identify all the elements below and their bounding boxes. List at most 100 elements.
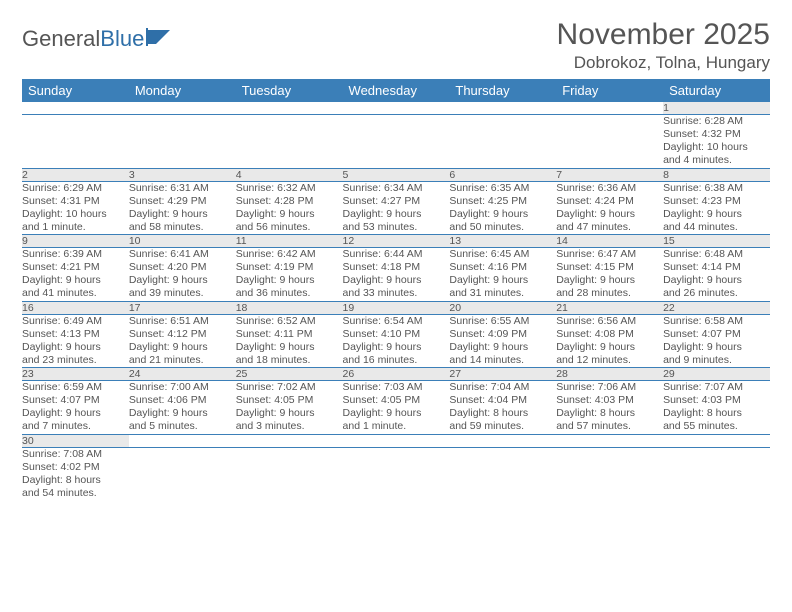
sunset-text: Sunset: 4:03 PM <box>663 394 770 407</box>
daylight-text-1: Daylight: 9 hours <box>129 208 236 221</box>
weekday-header: Monday <box>129 79 236 102</box>
daylight-text-2: and 9 minutes. <box>663 354 770 367</box>
day-number: 28 <box>556 368 663 381</box>
day-number <box>129 434 236 447</box>
sunrise-text: Sunrise: 6:32 AM <box>236 182 343 195</box>
sunrise-text: Sunrise: 7:04 AM <box>449 381 556 394</box>
day-number <box>343 434 450 447</box>
daylight-text-1: Daylight: 8 hours <box>22 474 129 487</box>
logo-text-general: General <box>22 26 100 52</box>
sunrise-text: Sunrise: 6:28 AM <box>663 115 770 128</box>
day-details: Sunrise: 6:56 AMSunset: 4:08 PMDaylight:… <box>556 314 663 368</box>
day-details <box>22 115 129 169</box>
daylight-text-1: Daylight: 8 hours <box>556 407 663 420</box>
day-details: Sunrise: 6:44 AMSunset: 4:18 PMDaylight:… <box>343 248 450 302</box>
sunrise-text: Sunrise: 6:48 AM <box>663 248 770 261</box>
day-number: 27 <box>449 368 556 381</box>
weekday-header: Friday <box>556 79 663 102</box>
sunset-text: Sunset: 4:13 PM <box>22 328 129 341</box>
logo-text-blue: Blue <box>100 26 144 52</box>
sunrise-text: Sunrise: 6:31 AM <box>129 182 236 195</box>
day-number: 11 <box>236 235 343 248</box>
day-number <box>449 434 556 447</box>
daylight-text-1: Daylight: 9 hours <box>663 274 770 287</box>
day-number: 29 <box>663 368 770 381</box>
daylight-text-1: Daylight: 9 hours <box>129 407 236 420</box>
day-number: 6 <box>449 168 556 181</box>
day-details <box>236 447 343 500</box>
day-details: Sunrise: 7:07 AMSunset: 4:03 PMDaylight:… <box>663 381 770 435</box>
sunset-text: Sunset: 4:06 PM <box>129 394 236 407</box>
daylight-text-2: and 33 minutes. <box>343 287 450 300</box>
sunset-text: Sunset: 4:03 PM <box>556 394 663 407</box>
day-detail-row: Sunrise: 6:49 AMSunset: 4:13 PMDaylight:… <box>22 314 770 368</box>
day-details: Sunrise: 7:03 AMSunset: 4:05 PMDaylight:… <box>343 381 450 435</box>
header: GeneralBlue November 2025 Dobrokoz, Toln… <box>22 18 770 73</box>
day-detail-row: Sunrise: 6:28 AMSunset: 4:32 PMDaylight:… <box>22 115 770 169</box>
daylight-text-1: Daylight: 8 hours <box>663 407 770 420</box>
day-number: 5 <box>343 168 450 181</box>
sunset-text: Sunset: 4:23 PM <box>663 195 770 208</box>
daylight-text-1: Daylight: 9 hours <box>22 407 129 420</box>
sunrise-text: Sunrise: 7:07 AM <box>663 381 770 394</box>
daylight-text-1: Daylight: 9 hours <box>663 341 770 354</box>
daylight-text-1: Daylight: 9 hours <box>129 274 236 287</box>
sunset-text: Sunset: 4:02 PM <box>22 461 129 474</box>
sunset-text: Sunset: 4:08 PM <box>556 328 663 341</box>
sunrise-text: Sunrise: 6:44 AM <box>343 248 450 261</box>
day-number: 4 <box>236 168 343 181</box>
sunrise-text: Sunrise: 6:56 AM <box>556 315 663 328</box>
day-details: Sunrise: 6:45 AMSunset: 4:16 PMDaylight:… <box>449 248 556 302</box>
weekday-header: Thursday <box>449 79 556 102</box>
daylight-text-2: and 41 minutes. <box>22 287 129 300</box>
daylight-text-2: and 50 minutes. <box>449 221 556 234</box>
day-number-row: 9101112131415 <box>22 235 770 248</box>
weekday-row: SundayMondayTuesdayWednesdayThursdayFrid… <box>22 79 770 102</box>
day-details <box>449 115 556 169</box>
sunset-text: Sunset: 4:31 PM <box>22 195 129 208</box>
sunrise-text: Sunrise: 6:35 AM <box>449 182 556 195</box>
day-details: Sunrise: 7:06 AMSunset: 4:03 PMDaylight:… <box>556 381 663 435</box>
daylight-text-2: and 47 minutes. <box>556 221 663 234</box>
weekday-header: Wednesday <box>343 79 450 102</box>
sunrise-text: Sunrise: 6:51 AM <box>129 315 236 328</box>
day-details <box>343 447 450 500</box>
day-number: 18 <box>236 301 343 314</box>
sunset-text: Sunset: 4:20 PM <box>129 261 236 274</box>
daylight-text-1: Daylight: 9 hours <box>343 407 450 420</box>
day-number: 15 <box>663 235 770 248</box>
sunrise-text: Sunrise: 6:58 AM <box>663 315 770 328</box>
daylight-text-1: Daylight: 9 hours <box>236 274 343 287</box>
sunset-text: Sunset: 4:14 PM <box>663 261 770 274</box>
day-number: 9 <box>22 235 129 248</box>
daylight-text-2: and 18 minutes. <box>236 354 343 367</box>
day-number <box>129 102 236 115</box>
day-detail-row: Sunrise: 6:29 AMSunset: 4:31 PMDaylight:… <box>22 181 770 235</box>
day-details: Sunrise: 6:54 AMSunset: 4:10 PMDaylight:… <box>343 314 450 368</box>
calendar-body: 1Sunrise: 6:28 AMSunset: 4:32 PMDaylight… <box>22 102 770 500</box>
daylight-text-2: and 16 minutes. <box>343 354 450 367</box>
daylight-text-2: and 5 minutes. <box>129 420 236 433</box>
day-details: Sunrise: 6:39 AMSunset: 4:21 PMDaylight:… <box>22 248 129 302</box>
day-details: Sunrise: 6:51 AMSunset: 4:12 PMDaylight:… <box>129 314 236 368</box>
daylight-text-2: and 56 minutes. <box>236 221 343 234</box>
day-number-row: 23242526272829 <box>22 368 770 381</box>
sunset-text: Sunset: 4:07 PM <box>22 394 129 407</box>
daylight-text-1: Daylight: 10 hours <box>663 141 770 154</box>
sunrise-text: Sunrise: 6:55 AM <box>449 315 556 328</box>
day-number: 19 <box>343 301 450 314</box>
daylight-text-2: and 23 minutes. <box>22 354 129 367</box>
day-number <box>343 102 450 115</box>
day-number: 14 <box>556 235 663 248</box>
sunrise-text: Sunrise: 6:45 AM <box>449 248 556 261</box>
day-number <box>556 434 663 447</box>
day-details <box>663 447 770 500</box>
day-details <box>343 115 450 169</box>
day-details: Sunrise: 7:00 AMSunset: 4:06 PMDaylight:… <box>129 381 236 435</box>
sunset-text: Sunset: 4:10 PM <box>343 328 450 341</box>
day-number <box>449 102 556 115</box>
sunset-text: Sunset: 4:15 PM <box>556 261 663 274</box>
daylight-text-2: and 26 minutes. <box>663 287 770 300</box>
daylight-text-2: and 4 minutes. <box>663 154 770 167</box>
sunset-text: Sunset: 4:24 PM <box>556 195 663 208</box>
